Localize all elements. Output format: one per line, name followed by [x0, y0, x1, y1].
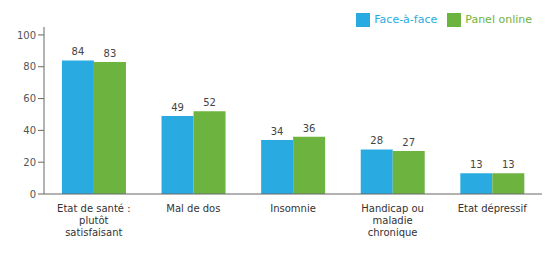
svg-text:20: 20 — [23, 157, 36, 168]
svg-text:Etat de santé :plutôtsatisfais: Etat de santé :plutôtsatisfaisant — [57, 203, 130, 238]
html-text:Panel online: Panel online — [465, 13, 532, 26]
svg-text:80: 80 — [23, 61, 36, 72]
svg-text:52: 52 — [203, 97, 216, 108]
svg-text:0: 0 — [30, 189, 36, 200]
svg-text:40: 40 — [23, 125, 36, 136]
svg-text:Etat dépressif: Etat dépressif — [458, 203, 528, 214]
svg-text:13: 13 — [502, 159, 515, 170]
svg-text:28: 28 — [370, 135, 383, 146]
svg-text:Handicap oumaladiechronique: Handicap oumaladiechronique — [361, 203, 424, 238]
svg-text:83: 83 — [104, 48, 117, 59]
svg-text:60: 60 — [23, 93, 36, 104]
svg-text:36: 36 — [303, 123, 316, 134]
svg-text:34: 34 — [271, 126, 284, 137]
svg-text:13: 13 — [470, 159, 483, 170]
svg-text:84: 84 — [72, 46, 85, 57]
html-text:Face-à-face: Face-à-face — [374, 13, 438, 26]
svg-text:100: 100 — [17, 30, 36, 41]
svg-text:Mal de dos: Mal de dos — [166, 203, 220, 214]
svg-text:27: 27 — [402, 137, 415, 148]
svg-text:49: 49 — [171, 102, 184, 113]
svg-text:Insomnie: Insomnie — [270, 203, 316, 214]
